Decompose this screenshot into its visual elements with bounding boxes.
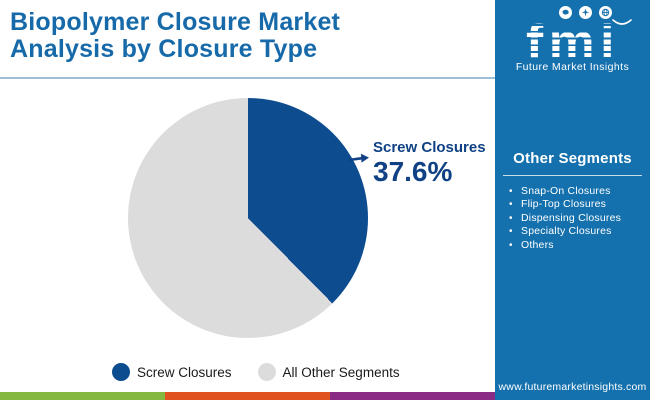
bullet-icon: •	[509, 239, 513, 251]
list-item: • Dispensing Closures	[509, 212, 642, 225]
fmi-wordmark: fmi	[525, 15, 620, 67]
callout-arrow-icon	[348, 153, 369, 163]
plane-icon	[579, 5, 592, 19]
strip-segment-purple	[330, 392, 495, 400]
list-item: • Specialty Closures	[509, 225, 642, 238]
fmi-logo: fmi Future Market Insights	[495, 5, 650, 73]
right-panel: fmi Future Market Insights Other Segment…	[495, 0, 650, 400]
legend-item-screw-closures: Screw Closures	[112, 363, 232, 381]
callout-label: Screw Closures	[373, 139, 486, 156]
bullet-icon: •	[509, 186, 513, 197]
footer-color-strip	[0, 392, 495, 400]
sidebar-divider	[503, 175, 642, 176]
header: Biopolymer Closure Market Analysis by Cl…	[0, 0, 495, 79]
list-item-label: Snap-On Closures	[521, 185, 611, 197]
callout-value: 37.6%	[373, 156, 453, 187]
list-item-label: Others	[521, 238, 554, 251]
swoosh-arc	[612, 19, 632, 25]
globe-icon	[599, 5, 612, 19]
list-item-label: Dispensing Closures	[521, 211, 622, 224]
page-title-line1: Biopolymer Closure Market	[10, 8, 341, 36]
website-link[interactable]: www.futuremarketinsights.com	[498, 381, 647, 393]
legend-dot-screw-closures	[112, 363, 130, 381]
callout-text: Screw Closures 37.6%	[373, 139, 486, 187]
legend-label: All Other Segments	[282, 364, 400, 380]
logo-tagline: Future Market Insights	[515, 61, 630, 73]
page-title-line2: Analysis by Closure Type	[10, 35, 318, 63]
other-segments-list: • Snap-On Closures • Flip-Top Closures • Di…	[503, 185, 642, 252]
list-item: • Others	[509, 239, 642, 252]
legend-label: Screw Closures	[137, 364, 232, 380]
legend: Screw Closures All Other Segments	[112, 363, 400, 381]
strip-segment-green	[0, 392, 165, 400]
logo-icons-row	[495, 5, 650, 19]
bullet-icon: •	[509, 226, 513, 238]
callout: Screw Closures 37.6%	[348, 139, 486, 187]
bullet-icon: •	[509, 212, 513, 224]
list-item-label: Specialty Closures	[521, 225, 612, 238]
strip-segment-orange	[165, 392, 330, 400]
legend-dot-all-other-segments	[257, 363, 276, 381]
other-segments-heading: Other Segments	[513, 150, 632, 167]
pie-chart	[128, 98, 368, 338]
page-title: Biopolymer Closure Market Analysis by Cl…	[0, 0, 495, 63]
legend-item-all-other-segments: All Other Segments	[257, 363, 400, 381]
list-item: • Snap-On Closures	[509, 185, 642, 198]
bullet-icon: •	[509, 199, 513, 211]
list-item: • Flip-Top Closures	[509, 198, 642, 211]
other-segments-panel: Other Segments • Snap-On Closures • Flip-T…	[503, 150, 642, 252]
list-item-label: Flip-Top Closures	[521, 198, 607, 211]
map-icon	[559, 5, 572, 19]
